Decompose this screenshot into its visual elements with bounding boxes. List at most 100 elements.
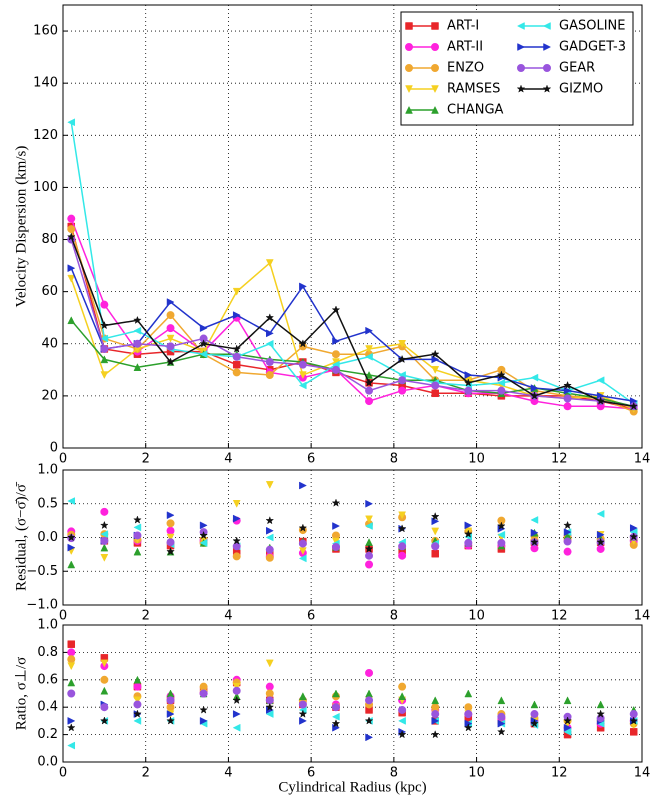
marker	[365, 515, 373, 524]
marker	[232, 695, 242, 705]
legend-marker	[516, 22, 525, 30]
marker	[166, 324, 175, 333]
marker	[232, 682, 241, 691]
marker	[67, 640, 76, 648]
marker	[67, 678, 76, 687]
marker	[398, 376, 407, 385]
marker	[298, 360, 307, 369]
marker	[67, 497, 76, 505]
marker	[265, 689, 274, 698]
legend-marker	[431, 43, 439, 51]
marker	[563, 380, 572, 390]
y-tick-label: 0.6	[37, 672, 58, 687]
marker	[431, 517, 440, 526]
marker	[365, 733, 374, 742]
marker	[265, 553, 274, 562]
marker	[232, 311, 241, 320]
legend-marker	[405, 105, 413, 114]
marker	[463, 723, 473, 732]
x-tick-label: 12	[551, 766, 568, 781]
marker	[298, 523, 308, 532]
x-tick-label: 6	[307, 609, 315, 624]
x-tick-label: 0	[59, 766, 67, 781]
legend-label: ART-I	[447, 19, 479, 34]
marker	[365, 345, 373, 354]
marker	[232, 514, 241, 523]
marker	[563, 537, 572, 546]
legend-marker	[405, 43, 413, 51]
marker	[100, 320, 109, 330]
marker	[166, 342, 175, 351]
marker	[100, 530, 109, 539]
marker	[66, 532, 76, 542]
marker	[365, 696, 374, 705]
legend-marker	[405, 85, 413, 94]
marker	[232, 344, 242, 353]
marker	[133, 326, 142, 335]
marker	[265, 659, 274, 668]
marker	[166, 716, 175, 725]
y-tick-label: 100	[33, 180, 58, 195]
marker	[298, 692, 307, 700]
marker	[331, 712, 340, 721]
x-tick-label: 2	[142, 766, 150, 781]
marker	[332, 689, 340, 698]
marker	[100, 686, 109, 695]
marker	[364, 378, 374, 387]
marker	[232, 686, 241, 695]
marker	[497, 386, 506, 395]
y-axis-label: Velocity Dispersion (km/s)	[13, 146, 29, 308]
y-tick-label: 1.0	[37, 618, 58, 633]
marker	[265, 313, 275, 322]
marker	[431, 710, 440, 719]
marker	[133, 515, 142, 524]
marker	[133, 709, 142, 718]
marker	[67, 716, 76, 725]
marker	[100, 543, 109, 552]
y-tick-label: 0.0	[37, 530, 58, 545]
marker	[266, 526, 274, 535]
marker	[431, 703, 440, 712]
marker	[331, 498, 341, 507]
marker	[199, 682, 208, 691]
marker	[166, 710, 175, 718]
x-tick-label: 12	[551, 609, 568, 624]
marker	[298, 709, 308, 718]
marker	[298, 371, 307, 380]
x-tick-label: 8	[390, 766, 398, 781]
marker	[563, 716, 572, 725]
marker	[133, 339, 142, 348]
marker	[530, 537, 539, 546]
marker	[265, 682, 274, 691]
y-tick-label: −0.5	[26, 564, 58, 579]
y-tick-label: 140	[33, 76, 58, 91]
marker	[199, 689, 208, 698]
marker	[199, 538, 208, 547]
marker	[563, 727, 572, 736]
marker	[331, 542, 340, 551]
x-tick-label: 8	[390, 609, 398, 624]
legend-label: RAMSES	[447, 82, 500, 97]
marker	[298, 700, 307, 709]
legend-marker	[431, 22, 439, 30]
marker	[67, 225, 76, 234]
marker	[299, 282, 307, 291]
marker	[67, 560, 76, 569]
marker	[464, 371, 473, 379]
marker	[265, 371, 274, 380]
marker	[166, 334, 175, 343]
marker	[496, 521, 506, 530]
marker	[464, 386, 473, 395]
marker	[67, 543, 76, 552]
marker	[563, 386, 572, 395]
x-tick-label: 4	[224, 452, 232, 467]
marker	[431, 696, 440, 705]
marker	[299, 716, 307, 725]
legend-marker	[405, 64, 413, 72]
marker	[629, 401, 639, 410]
marker	[166, 526, 175, 535]
marker	[298, 381, 307, 390]
x-tick-label: 6	[307, 452, 315, 467]
marker	[166, 533, 175, 542]
